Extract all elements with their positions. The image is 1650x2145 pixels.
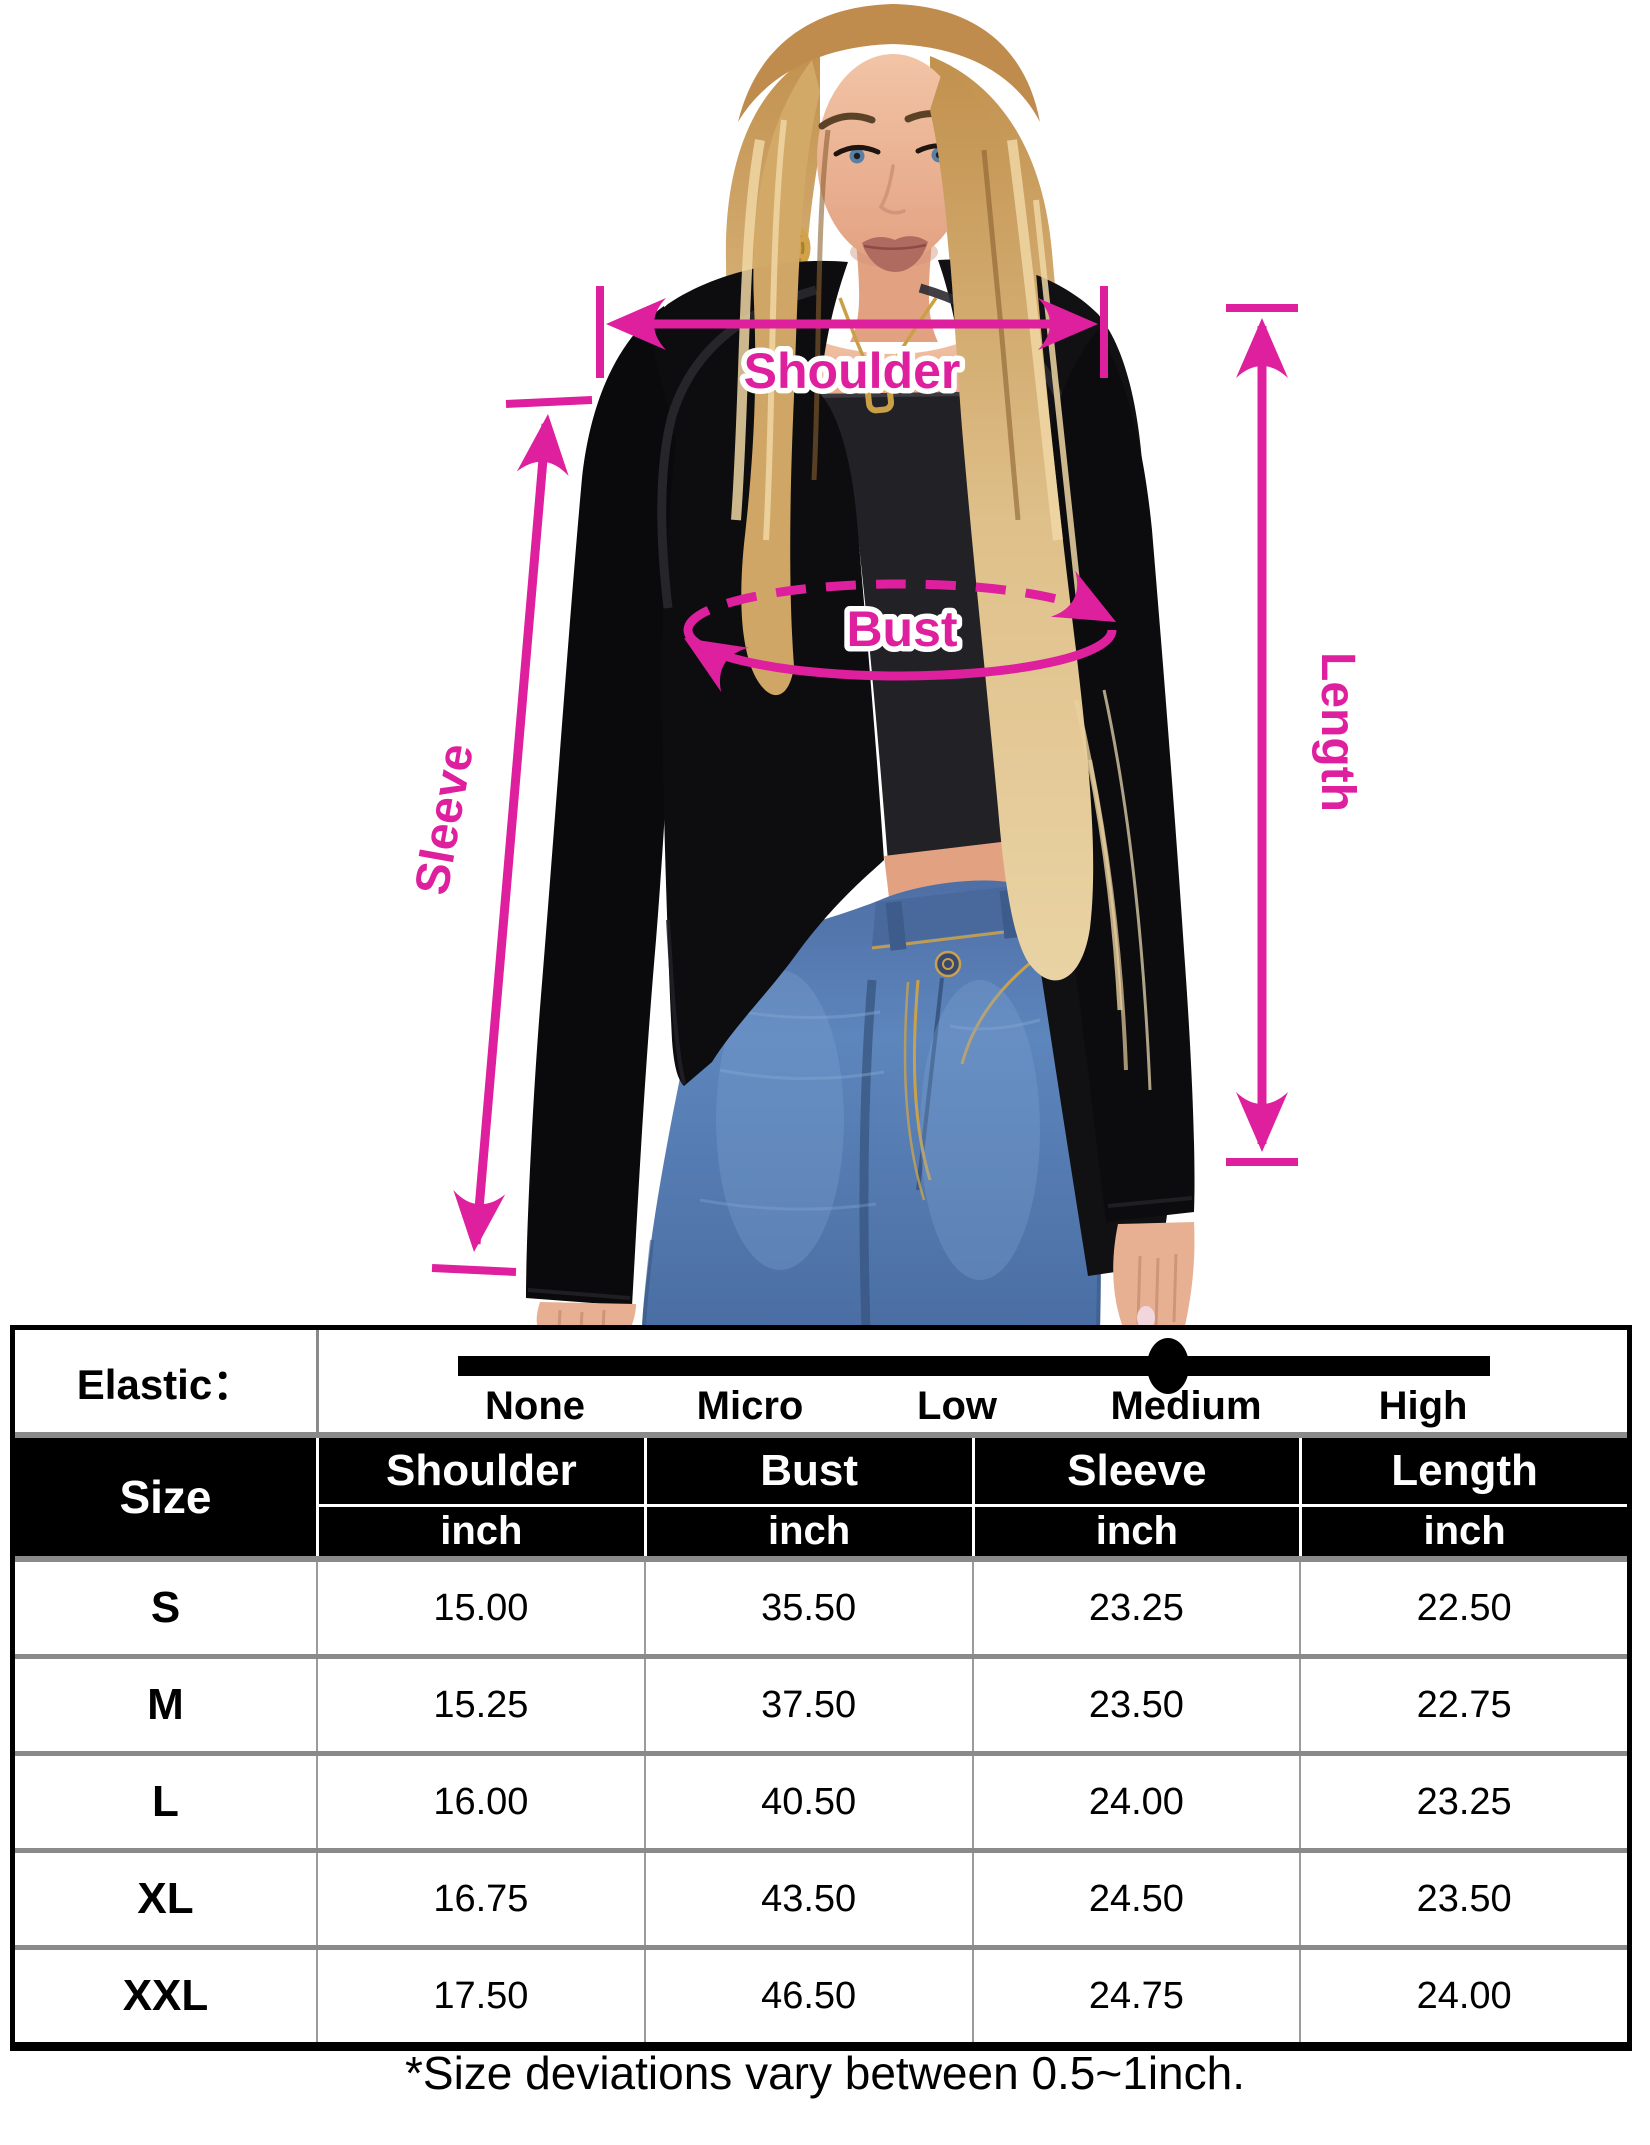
value-cell: 23.25	[971, 1562, 1300, 1654]
column-header-sleeve: Sleeve	[971, 1438, 1300, 1504]
elastic-level-medium: Medium	[1110, 1384, 1262, 1428]
unit-cell-shoulder: inch	[316, 1504, 644, 1556]
value-cell: 35.50	[643, 1562, 972, 1654]
size-cell: XL	[137, 1874, 194, 1923]
column-header-shoulder: Shoulder	[316, 1438, 644, 1504]
size-cell: XXL	[122, 1971, 209, 2020]
value-cell: 15.25	[316, 1659, 644, 1751]
blazer-left-sleeve	[526, 306, 679, 1306]
value-cell: 46.50	[643, 1950, 972, 2042]
size-cell: M	[147, 1680, 184, 1729]
necklace	[838, 297, 938, 414]
measurement-annotations	[431, 286, 1298, 1276]
bust-measure-label: Bust	[846, 601, 957, 657]
value-cell: 15.00	[316, 1562, 644, 1654]
value-cell: 24.00	[971, 1756, 1300, 1848]
size-cell: S	[150, 1583, 181, 1632]
model-neck	[850, 240, 938, 342]
elastic-level-low: Low	[917, 1384, 997, 1428]
length-measure-label: Length	[1311, 652, 1364, 812]
value-cell: 24.75	[971, 1950, 1300, 2042]
elastic-label: Elastic：	[15, 1330, 319, 1432]
size-cell: L	[152, 1777, 179, 1826]
value-cell: 22.50	[1299, 1562, 1627, 1654]
shoulder-measure-label: Shoulder	[744, 343, 961, 399]
right-hand	[1113, 1222, 1195, 1330]
elastic-level-micro: Micro	[696, 1384, 804, 1428]
model-figure	[526, 4, 1195, 1330]
table-row-s: S 15.00 35.50 23.25 22.50	[15, 1556, 1627, 1654]
elastic-indicator-dot	[1147, 1338, 1189, 1394]
value-cell: 23.50	[1299, 1853, 1627, 1945]
unit-cell-bust: inch	[643, 1504, 972, 1556]
value-cell: 24.50	[971, 1853, 1300, 1945]
table-row-xxl: XXL 17.50 46.50 24.75 24.00	[15, 1945, 1627, 2042]
size-chart-table: Elastic： None Micro Low Medium High Size…	[10, 1325, 1632, 2051]
column-header-bust: Bust	[643, 1438, 972, 1504]
value-cell: 17.50	[316, 1950, 644, 2042]
model-photo: Shoulder Bust Sleeve Length	[400, 4, 1370, 1330]
bust-ellipse	[670, 570, 1129, 692]
annotation-labels: Shoulder Bust Sleeve Length	[400, 338, 1370, 905]
length-arrow	[1226, 304, 1298, 1166]
shoulder-arrow	[596, 286, 1108, 378]
elastic-scale: None Micro Low Medium High	[319, 1330, 1627, 1432]
value-cell: 24.00	[1299, 1950, 1627, 2042]
value-cell: 40.50	[643, 1756, 972, 1848]
table-row-xl: XL 16.75 43.50 24.50 23.50	[15, 1848, 1627, 1945]
size-corner-header: Size	[119, 1471, 212, 1523]
footnote: *Size deviations vary between 0.5~1inch.	[404, 2047, 1246, 2099]
elastic-level-none: None	[485, 1384, 585, 1428]
sleeve-measure-label: Sleeve	[405, 740, 484, 899]
value-cell: 37.50	[643, 1659, 972, 1751]
column-header-length: Length	[1299, 1438, 1627, 1504]
model-hair-front	[731, 4, 1152, 1091]
blazer-right-sleeve	[1040, 330, 1195, 1222]
crop-top	[812, 392, 1019, 862]
value-cell: 16.75	[316, 1853, 644, 1945]
table-row-l: L 16.00 40.50 24.00 23.25	[15, 1751, 1627, 1848]
value-cell: 23.25	[1299, 1756, 1627, 1848]
value-cell: 22.75	[1299, 1659, 1627, 1751]
elastic-level-high: High	[1378, 1384, 1468, 1428]
table-header: Size Shoulder Bust Sleeve Length inch in…	[15, 1438, 1627, 1556]
elastic-scale-bar	[458, 1356, 1490, 1376]
value-cell: 23.50	[971, 1659, 1300, 1751]
unit-cell-sleeve: inch	[971, 1504, 1300, 1556]
unit-cell-length: inch	[1299, 1504, 1627, 1556]
elastic-row: Elastic： None Micro Low Medium High	[15, 1330, 1627, 1438]
value-cell: 16.00	[316, 1756, 644, 1848]
value-cell: 43.50	[643, 1853, 972, 1945]
table-row-m: M 15.25 37.50 23.50 22.75	[15, 1654, 1627, 1751]
sleeve-arrow	[431, 396, 593, 1276]
